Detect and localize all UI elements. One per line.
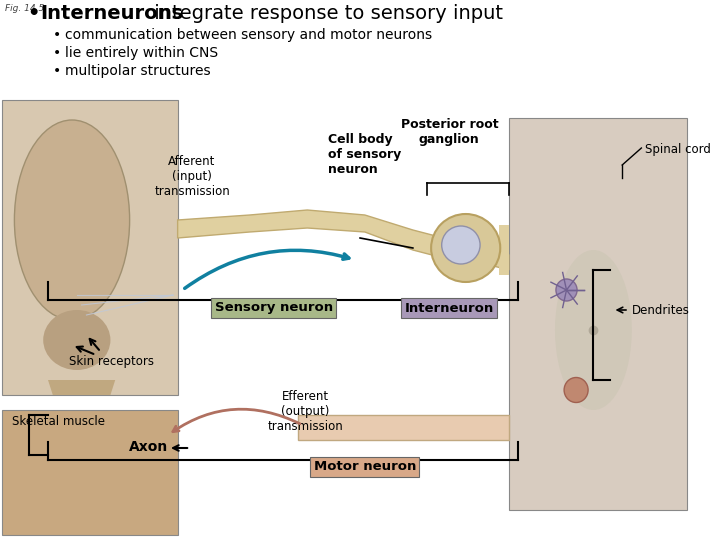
Text: Fig. 14.5: Fig. 14.5 — [5, 4, 44, 13]
Text: Spinal cord: Spinal cord — [645, 143, 711, 156]
FancyBboxPatch shape — [2, 100, 178, 395]
Ellipse shape — [555, 250, 631, 410]
Ellipse shape — [43, 310, 110, 370]
Text: Motor neuron: Motor neuron — [314, 461, 416, 474]
Text: •: • — [53, 46, 61, 60]
Ellipse shape — [564, 377, 588, 402]
Text: integrate response to sensory input: integrate response to sensory input — [148, 4, 503, 23]
Text: •: • — [53, 28, 61, 42]
Text: Interneurons: Interneurons — [40, 4, 184, 23]
FancyBboxPatch shape — [2, 410, 178, 535]
Text: multipolar structures: multipolar structures — [66, 64, 211, 78]
Polygon shape — [48, 380, 115, 395]
Ellipse shape — [14, 120, 130, 320]
Ellipse shape — [441, 226, 480, 264]
Text: •: • — [53, 64, 61, 78]
Text: Interneuron: Interneuron — [405, 301, 494, 314]
Ellipse shape — [431, 214, 500, 282]
Text: Efferent
(output)
transmission: Efferent (output) transmission — [267, 390, 343, 433]
Ellipse shape — [556, 279, 577, 301]
Text: Skeletal muscle: Skeletal muscle — [12, 415, 104, 428]
Text: •: • — [27, 4, 40, 23]
Text: Afferent
(input)
transmission: Afferent (input) transmission — [154, 155, 230, 198]
Polygon shape — [178, 210, 509, 270]
Text: lie entirely within CNS: lie entirely within CNS — [66, 46, 218, 60]
Text: Dendrites: Dendrites — [631, 303, 690, 316]
Polygon shape — [499, 225, 509, 275]
Text: Skin receptors: Skin receptors — [69, 355, 154, 368]
Text: Sensory neuron: Sensory neuron — [215, 301, 333, 314]
Text: Axon: Axon — [129, 440, 168, 454]
Text: Cell body
of sensory
neuron: Cell body of sensory neuron — [328, 133, 402, 176]
Text: communication between sensory and motor neurons: communication between sensory and motor … — [66, 28, 433, 42]
FancyBboxPatch shape — [509, 118, 687, 510]
Polygon shape — [297, 415, 509, 440]
Text: Posterior root
ganglion: Posterior root ganglion — [400, 118, 498, 146]
